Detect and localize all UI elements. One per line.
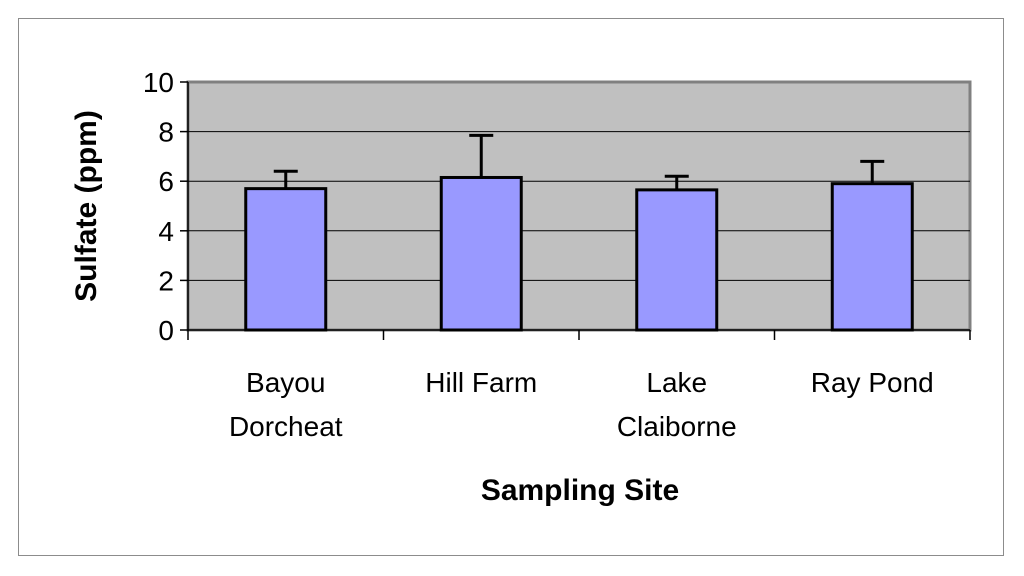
y-tick-label: 4 [158, 216, 174, 247]
y-axis-ticks: 0 2 4 6 8 10 [143, 67, 971, 346]
y-tick-label: 8 [158, 117, 174, 148]
x-category-label: Lake [646, 367, 707, 398]
bars [244, 133, 914, 332]
x-category-label: Bayou [246, 367, 325, 398]
y-tick-label: 0 [158, 315, 174, 346]
x-category-label: Ray Pond [811, 367, 934, 398]
bar [439, 175, 523, 332]
y-tick-label: 10 [143, 67, 174, 98]
bar [830, 182, 914, 332]
x-category-label: Dorcheat [229, 411, 343, 442]
bar [635, 188, 719, 332]
x-category-label: Claiborne [617, 411, 737, 442]
x-axis-title: Sampling Site [481, 474, 679, 507]
y-axis-title: Sulfate (ppm) [70, 110, 103, 302]
x-category-label: Hill Farm [425, 367, 537, 398]
y-tick-label: 2 [158, 265, 174, 296]
x-axis-categories: Bayou Dorcheat Hill Farm Lake Claiborne Ray P… [229, 367, 934, 442]
y-tick-label: 6 [158, 166, 174, 197]
bar [244, 187, 328, 332]
